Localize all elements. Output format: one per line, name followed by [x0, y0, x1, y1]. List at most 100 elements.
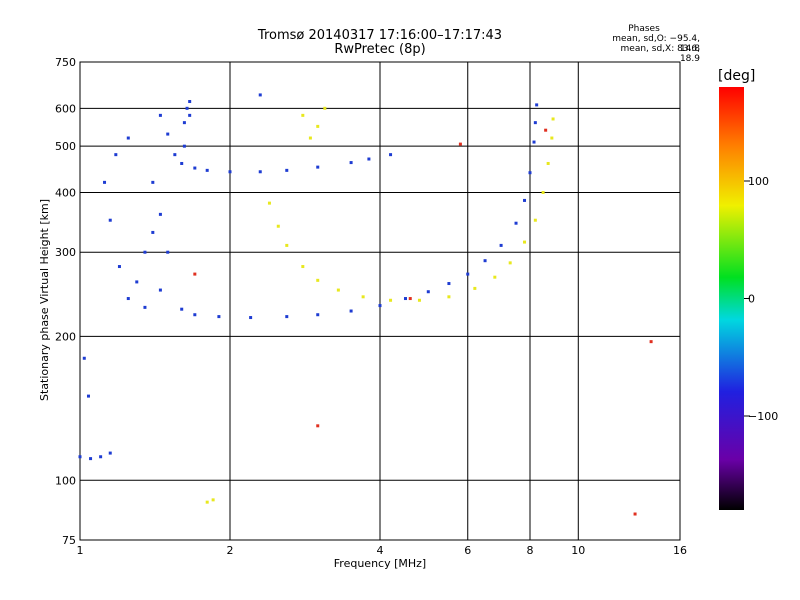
data-point — [108, 218, 112, 222]
y-tick-label: 200 — [55, 330, 76, 343]
x-tick-label: 10 — [571, 544, 585, 557]
data-point — [103, 180, 107, 184]
data-point — [514, 221, 518, 225]
data-point — [493, 275, 497, 279]
x-tick-label: 1 — [77, 544, 84, 557]
x-axis-label: Frequency [MHz] — [334, 557, 426, 570]
data-point — [308, 136, 312, 140]
data-point — [205, 168, 209, 172]
data-point — [523, 198, 527, 202]
colorbar-tick-label: 0 — [748, 293, 755, 306]
data-point — [316, 124, 320, 128]
data-point — [633, 512, 637, 516]
phases-title: Phases — [628, 24, 660, 34]
data-point — [301, 265, 305, 269]
data-point — [78, 455, 82, 459]
data-point — [551, 117, 555, 121]
data-point — [117, 265, 121, 269]
data-point — [158, 113, 162, 117]
data-point — [541, 190, 545, 194]
chart-title: Tromsø 20140317 17:16:00–17:17:43 — [257, 28, 503, 43]
colorbar-label: [deg] — [718, 68, 756, 84]
data-point — [188, 113, 192, 117]
phases-o-line: mean, sd,O: −95.4, 14.8 — [612, 34, 700, 54]
data-point — [532, 140, 536, 144]
y-tick-labels: 75 100 200 300 400 500 600 750 — [55, 56, 76, 547]
data-point — [550, 136, 554, 140]
data-point — [249, 316, 253, 320]
data-point — [378, 304, 382, 308]
colorbar-ticks: 100 0 −100 — [744, 175, 778, 423]
data-point — [86, 394, 90, 398]
data-point — [408, 297, 412, 301]
data-point — [389, 298, 393, 302]
data-point — [193, 313, 197, 317]
data-point — [349, 161, 353, 165]
data-point — [258, 93, 262, 97]
data-point — [403, 297, 407, 301]
data-point — [158, 212, 162, 216]
data-point — [82, 356, 86, 360]
y-tick-label: 500 — [55, 140, 76, 153]
data-point — [528, 171, 532, 175]
data-point — [533, 218, 537, 222]
data-point — [151, 180, 155, 184]
data-point — [544, 128, 548, 132]
data-point — [473, 286, 477, 290]
data-point — [193, 272, 197, 276]
data-point — [135, 280, 139, 284]
data-point — [349, 309, 353, 313]
data-point — [508, 261, 512, 265]
data-point — [258, 170, 262, 174]
chart-subtitle: RwPretec (8p) — [334, 42, 426, 57]
colorbar-tick-label: 100 — [748, 175, 769, 188]
x-tick-label: 4 — [377, 544, 384, 557]
data-point — [466, 272, 470, 276]
data-point — [126, 136, 130, 140]
data-point — [533, 121, 537, 125]
data-point — [166, 132, 170, 136]
data-point — [89, 457, 93, 461]
data-point — [285, 315, 289, 319]
data-point — [173, 153, 177, 157]
data-point — [447, 282, 451, 286]
data-point — [108, 451, 112, 455]
y-axis-label: Stationary phase Virtual Height [km] — [38, 199, 51, 401]
y-tick-label: 100 — [55, 474, 76, 487]
data-point — [267, 201, 271, 205]
y-tick-label: 400 — [55, 186, 76, 199]
x-tick-label: 2 — [227, 544, 234, 557]
data-point — [114, 153, 118, 157]
data-points — [78, 93, 653, 516]
data-point — [217, 315, 221, 319]
data-point — [301, 113, 305, 117]
data-point — [483, 259, 487, 263]
data-point — [316, 313, 320, 317]
colorbar-tick-label: −100 — [748, 410, 778, 423]
data-point — [188, 100, 192, 104]
data-point — [166, 250, 170, 254]
data-point — [389, 153, 393, 157]
data-point — [523, 240, 527, 244]
data-point — [316, 165, 320, 169]
x-tick-labels: 1 2 4 6 8 10 16 — [77, 544, 688, 557]
x-tick-label: 8 — [527, 544, 534, 557]
data-point — [458, 142, 462, 146]
data-point — [143, 250, 147, 254]
data-point — [316, 424, 320, 428]
colorbar — [719, 87, 744, 510]
data-point — [336, 288, 340, 292]
data-point — [228, 170, 232, 174]
data-point — [126, 297, 130, 301]
data-point — [143, 305, 147, 309]
data-point — [182, 121, 186, 125]
data-point — [99, 455, 103, 459]
data-point — [361, 295, 365, 299]
data-point — [535, 103, 539, 107]
x-tick-label: 16 — [673, 544, 687, 557]
data-point — [185, 106, 189, 110]
data-point — [211, 498, 215, 502]
data-point — [367, 157, 371, 161]
data-point — [285, 168, 289, 172]
y-tick-label: 300 — [55, 246, 76, 259]
